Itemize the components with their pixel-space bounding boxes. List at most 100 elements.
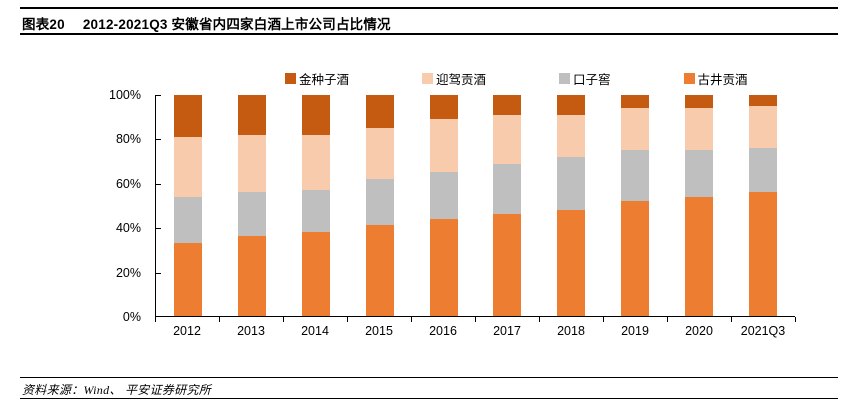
bar-slot bbox=[731, 95, 795, 316]
y-tick-mark bbox=[156, 272, 161, 274]
legend-swatch-icon bbox=[683, 73, 695, 84]
bar-segment-古井贡酒 bbox=[429, 218, 458, 316]
bar-slot bbox=[284, 95, 348, 316]
bar-segment-金种子酒 bbox=[173, 95, 202, 138]
y-tick-label: 80% bbox=[115, 132, 141, 147]
bar-segment-迎驾贡酒 bbox=[557, 114, 586, 157]
bar-segment-迎驾贡酒 bbox=[429, 119, 458, 173]
x-tick-label: 2013 bbox=[237, 324, 265, 338]
bar-segment-古井贡酒 bbox=[365, 225, 394, 316]
bar-slot bbox=[539, 95, 603, 316]
bar-segment-口子窖 bbox=[493, 163, 522, 215]
plot-area bbox=[155, 95, 795, 317]
bar-segment-口子窖 bbox=[621, 150, 650, 202]
bar-segment-金种子酒 bbox=[557, 95, 586, 115]
x-tick-label: 2016 bbox=[429, 324, 457, 338]
bar-segment-口子窖 bbox=[301, 190, 330, 233]
bar-segment-迎驾贡酒 bbox=[301, 134, 330, 191]
x-axis-labels: 2012 2013 2014 2015 2016 2017 2018 2019 2020 2021… bbox=[155, 324, 795, 338]
x-tick-label: 2021Q3 bbox=[740, 324, 786, 338]
stacked-bar-2013 bbox=[237, 95, 266, 316]
bar-segment-古井贡酒 bbox=[237, 236, 266, 316]
legend-swatch-icon bbox=[559, 73, 571, 84]
legend-label: 口子窖 bbox=[573, 73, 611, 87]
x-tick-label: 2018 bbox=[557, 324, 585, 338]
header-top-rule bbox=[20, 7, 838, 9]
bar-segment-迎驾贡酒 bbox=[685, 108, 714, 151]
bar-slot bbox=[603, 95, 667, 316]
bar-segment-金种子酒 bbox=[621, 95, 650, 109]
bar-slot bbox=[412, 95, 476, 316]
stacked-bar-2018 bbox=[557, 95, 586, 316]
bar-segment-口子窖 bbox=[749, 148, 778, 193]
bar-segment-口子窖 bbox=[685, 150, 714, 197]
stacked-bar-2017 bbox=[493, 95, 522, 316]
footer-top-rule bbox=[20, 377, 838, 379]
bar-slot bbox=[476, 95, 540, 316]
y-tick-mark bbox=[156, 228, 161, 230]
legend-label: 金种子酒 bbox=[299, 73, 350, 87]
bar-segment-金种子酒 bbox=[429, 95, 458, 120]
x-tick-label: 2020 bbox=[685, 324, 713, 338]
y-tick-label: 0% bbox=[122, 310, 141, 324]
y-tick-mark bbox=[156, 183, 161, 185]
y-tick-label: 60% bbox=[115, 176, 141, 191]
stacked-bar-2020 bbox=[685, 95, 714, 316]
legend-item: 金种子酒 bbox=[285, 69, 349, 88]
stacked-bar-2012 bbox=[173, 95, 202, 316]
legend-label: 古井贡酒 bbox=[697, 73, 748, 87]
bar-segment-迎驾贡酒 bbox=[237, 134, 266, 193]
stacked-bar-2019 bbox=[621, 95, 650, 316]
x-tick-label: 2019 bbox=[621, 324, 649, 338]
bar-segment-口子窖 bbox=[365, 178, 394, 226]
header-bottom-rule bbox=[20, 33, 838, 35]
legend-swatch-icon bbox=[422, 73, 434, 84]
stacked-bar-2016 bbox=[429, 95, 458, 316]
y-tick-label: 100% bbox=[109, 88, 141, 102]
x-tick-label: 2015 bbox=[365, 324, 393, 338]
bar-slot bbox=[220, 95, 284, 316]
x-tick-label: 2012 bbox=[173, 324, 201, 338]
bar-segment-古井贡酒 bbox=[173, 243, 202, 316]
bar-segment-金种子酒 bbox=[685, 95, 714, 109]
y-tick-mark bbox=[156, 95, 161, 96]
bar-segment-古井贡酒 bbox=[493, 214, 522, 316]
bar-segment-口子窖 bbox=[429, 172, 458, 219]
stacked-bar-2015 bbox=[365, 95, 394, 316]
x-tick-label: 2017 bbox=[493, 324, 521, 338]
bar-segment-金种子酒 bbox=[301, 95, 330, 135]
legend-item: 迎驾贡酒 bbox=[422, 69, 486, 88]
bar-slot bbox=[667, 95, 731, 316]
y-tick-mark bbox=[156, 139, 161, 141]
bars-container bbox=[156, 95, 795, 316]
bar-slot bbox=[156, 95, 220, 316]
figure-title: 2012-2021Q3 安徽省内四家白酒上市公司占比情况 bbox=[82, 17, 391, 32]
bar-segment-迎驾贡酒 bbox=[493, 114, 522, 164]
bar-segment-迎驾贡酒 bbox=[621, 108, 650, 151]
y-axis: 100% 80% 60% 40% 20% 0% bbox=[0, 88, 147, 324]
x-tick-label: 2014 bbox=[301, 324, 329, 338]
bar-segment-古井贡酒 bbox=[621, 201, 650, 316]
stacked-bar-2021Q3 bbox=[749, 95, 778, 316]
bar-segment-古井贡酒 bbox=[749, 192, 778, 316]
bar-segment-古井贡酒 bbox=[301, 232, 330, 316]
legend-swatch-icon bbox=[285, 73, 296, 84]
bar-segment-金种子酒 bbox=[237, 95, 266, 135]
bar-segment-古井贡酒 bbox=[685, 196, 714, 316]
legend-label: 迎驾贡酒 bbox=[436, 73, 487, 87]
y-tick-label: 40% bbox=[115, 221, 141, 236]
bar-segment-口子窖 bbox=[173, 196, 202, 244]
bar-segment-口子窖 bbox=[557, 156, 586, 210]
legend-item: 古井贡酒 bbox=[683, 69, 748, 88]
bar-segment-古井贡酒 bbox=[557, 209, 586, 316]
bar-segment-口子窖 bbox=[237, 192, 266, 237]
source-note: 资料来源：Wind、 平安证券研究所 bbox=[22, 383, 212, 397]
stacked-bar-2014 bbox=[301, 95, 330, 316]
bar-segment-金种子酒 bbox=[493, 95, 522, 115]
legend: 金种子酒 迎驾贡酒 口子窖 古井贡酒 bbox=[285, 69, 748, 88]
bar-segment-迎驾贡酒 bbox=[365, 128, 394, 179]
figure-label: 图表20 bbox=[22, 17, 65, 32]
bar-slot bbox=[348, 95, 412, 316]
bar-segment-迎驾贡酒 bbox=[749, 106, 778, 149]
